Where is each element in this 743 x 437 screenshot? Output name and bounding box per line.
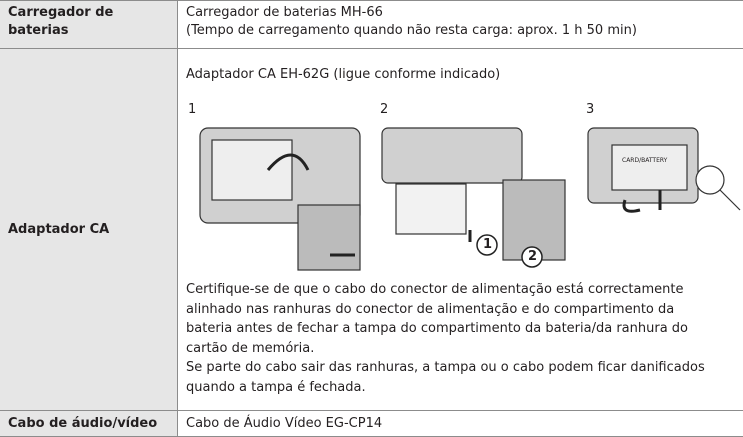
- note-text: bateria antes de fechar a tampa do compa…: [186, 321, 688, 336]
- camera-body: [381, 127, 523, 184]
- value-text: Carregador de baterias MH-66: [186, 5, 383, 20]
- arrow: [622, 199, 641, 213]
- callout-circle: [521, 246, 543, 268]
- note-text: quando a tampa é fechada.: [186, 379, 366, 395]
- row-label: Carregador de: [8, 5, 114, 20]
- value-text: (Tempo de carregamento quando não resta …: [186, 23, 637, 38]
- callout-number: 1: [483, 237, 493, 252]
- callout-number: 2: [528, 249, 538, 264]
- row-label: baterias: [8, 23, 69, 38]
- callout-circle: [476, 234, 498, 256]
- note-text: cartão de memória.: [186, 340, 315, 356]
- magnifier: [695, 165, 725, 195]
- label-cell: [0, 49, 178, 411]
- note-text: Certifique-se de que o cabo do conector …: [186, 282, 684, 297]
- note-text: Se parte do cabo sair das ranhuras, a ta…: [186, 360, 705, 375]
- battery: [395, 183, 467, 235]
- row-label: Cabo de áudio/vídeo: [8, 416, 158, 431]
- label-cell: [0, 0, 178, 49]
- arrow: [266, 153, 310, 171]
- battery-cover: [611, 144, 688, 191]
- value-cell: [178, 49, 743, 411]
- value-text: Cabo de Áudio Vídeo EG-CP14: [186, 416, 383, 431]
- step-number: 3: [586, 102, 595, 117]
- label-cell: [0, 411, 178, 437]
- detail-inset: [297, 204, 361, 271]
- row-label: Adaptador CA: [8, 222, 110, 237]
- magnifier-handle: [719, 189, 741, 211]
- step-number: 1: [188, 102, 197, 117]
- step-number: 2: [380, 102, 389, 117]
- camera-screen: [211, 139, 293, 201]
- intro-text: Adaptador CA EH-62G (ligue conforme indi…: [186, 67, 501, 82]
- cover-label: CARD/BATTERY: [622, 157, 668, 164]
- note-text: alinhado nas ranhuras do conector de ali…: [186, 301, 675, 317]
- value-cell: [178, 0, 743, 49]
